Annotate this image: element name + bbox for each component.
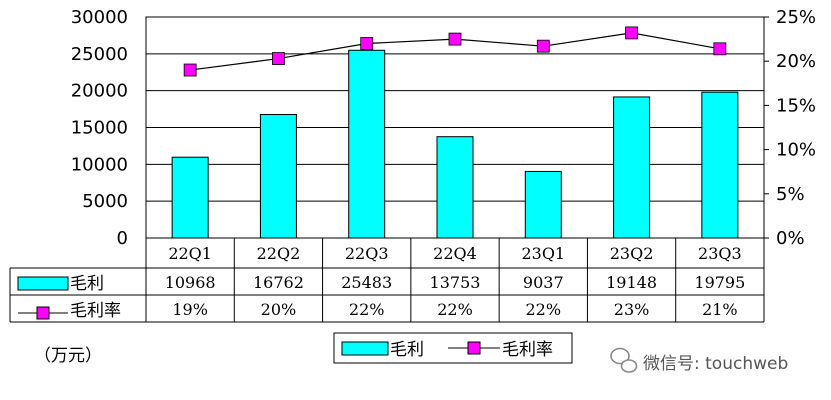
y-left-tick-label: 25000 xyxy=(71,44,128,65)
y-right-tick-label: 0% xyxy=(776,228,805,249)
y-left-tick-label: 0 xyxy=(117,228,128,249)
table-key-bar xyxy=(17,276,69,291)
bar xyxy=(436,136,474,239)
table-value-cell: 9037 xyxy=(523,273,564,292)
left-axis-ticks: 0 5000 10000 15000 20000 25000 30000 xyxy=(71,7,128,249)
x-category-label: 23Q3 xyxy=(698,244,742,263)
table-value-cell: 10968 xyxy=(165,273,216,292)
legend-label: 毛利 xyxy=(390,340,424,360)
legend: 毛利 毛利率 xyxy=(333,332,573,364)
bar xyxy=(613,96,651,239)
table-rate-cell: 22% xyxy=(526,300,562,319)
legend-marker-swatch xyxy=(467,341,481,355)
x-category-label: 23Q2 xyxy=(610,244,654,263)
y-left-tick-label: 20000 xyxy=(71,81,128,102)
x-category-label: 22Q1 xyxy=(168,244,212,263)
y-right-tick-label: 10% xyxy=(776,140,816,161)
line-marker xyxy=(713,42,727,56)
y-right-tick-label: 25% xyxy=(776,7,816,28)
unit-label: （万元） xyxy=(34,346,102,366)
plot-frame xyxy=(145,16,765,239)
bar xyxy=(348,49,386,239)
line-marker xyxy=(448,32,462,46)
table-value-cell: 16762 xyxy=(253,273,304,292)
line-marker xyxy=(183,63,197,77)
table-value-cell: 13753 xyxy=(430,273,481,292)
watermark-text: 微信号: touchweb xyxy=(643,354,788,374)
right-axis-ticks: 0% 5% 10% 15% 20% 25% xyxy=(764,7,816,249)
bar xyxy=(524,170,562,239)
x-category-label: 22Q3 xyxy=(345,244,389,263)
x-category-label: 22Q4 xyxy=(433,244,477,263)
bar xyxy=(259,114,297,239)
table-rate-cell: 23% xyxy=(614,300,650,319)
bar xyxy=(171,156,209,239)
y-right-tick-label: 15% xyxy=(776,95,816,116)
table-value-cell: 19148 xyxy=(606,273,657,292)
y-left-tick-label: 30000 xyxy=(71,7,128,28)
line-series xyxy=(183,26,727,77)
y-left-tick-label: 10000 xyxy=(71,154,128,175)
table-rate-cell: 21% xyxy=(702,300,738,319)
table-value-cell: 19795 xyxy=(694,273,745,292)
table-rate-cell: 22% xyxy=(349,300,385,319)
x-category-label: 22Q2 xyxy=(257,244,301,263)
axes xyxy=(145,16,765,239)
line-marker xyxy=(360,37,374,50)
x-category-label: 23Q1 xyxy=(521,244,565,263)
wechat-icon xyxy=(610,347,638,373)
y-left-tick-label: 5000 xyxy=(82,191,128,212)
y-left-tick-label: 15000 xyxy=(71,118,128,139)
table-rate-cell: 19% xyxy=(172,300,208,319)
legend-bar-swatch xyxy=(341,341,389,356)
table-key-marker xyxy=(36,306,50,320)
table-rate-cell: 20% xyxy=(261,300,297,319)
table-value-cell: 25483 xyxy=(341,273,392,292)
bar xyxy=(701,91,739,239)
y-right-tick-label: 20% xyxy=(776,51,816,72)
bar-series xyxy=(171,49,739,239)
table-row-header: 毛利率 xyxy=(70,301,121,321)
table-row-header: 毛利 xyxy=(70,274,104,294)
line-marker xyxy=(272,52,285,65)
legend-label: 毛利率 xyxy=(502,340,553,360)
y-right-tick-label: 5% xyxy=(776,184,805,205)
data-table: 22Q1 10968 19% 22Q2 16762 20% 22Q3 25483 22% 22Q4… xyxy=(9,238,765,323)
watermark: 微信号: touchweb xyxy=(610,347,788,374)
table-rate-cell: 22% xyxy=(437,300,473,319)
line-marker xyxy=(536,39,550,53)
line-marker xyxy=(625,26,638,40)
